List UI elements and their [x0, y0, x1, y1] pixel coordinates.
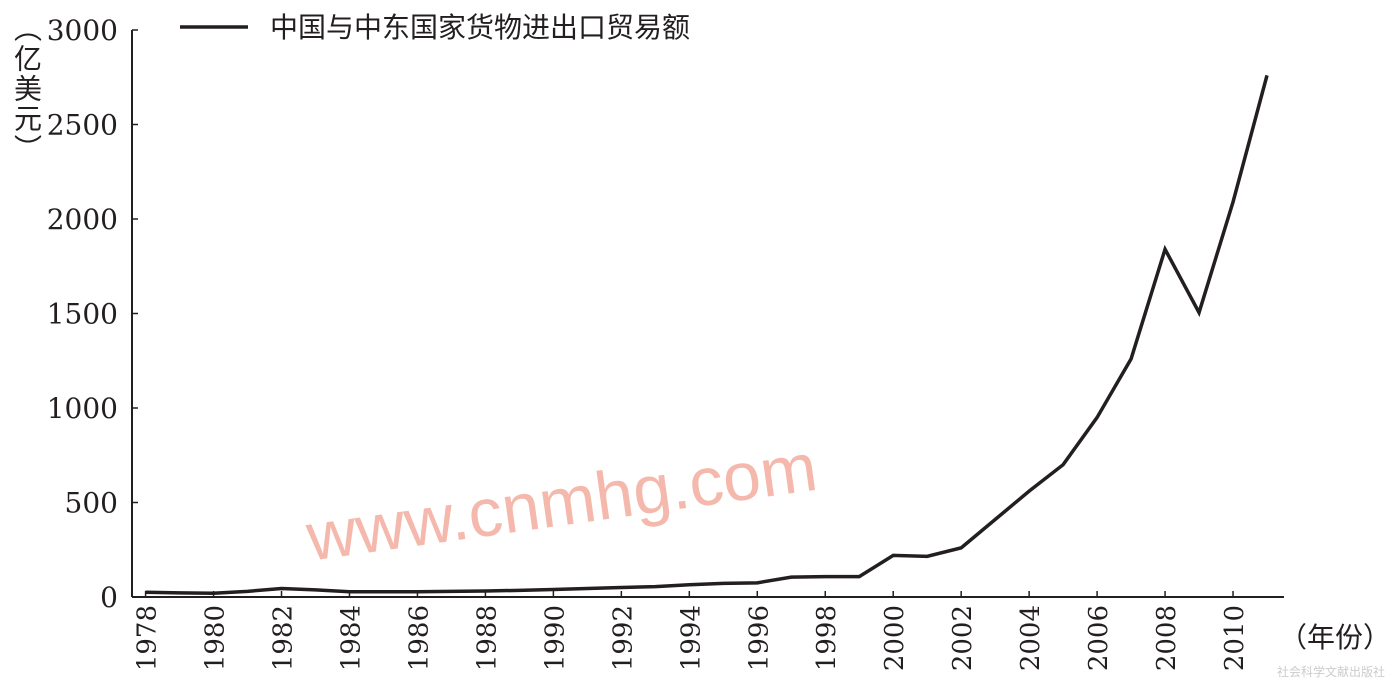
watermark: www.cnmhg.com — [301, 429, 821, 576]
y-tick-label: 2500 — [47, 109, 118, 142]
y-tick-label: 2000 — [47, 203, 118, 236]
x-tick-label: 1998 — [812, 605, 842, 671]
x-tick-label: 1986 — [404, 605, 434, 671]
x-axis-label: （年份） — [1279, 621, 1391, 654]
x-tick-label: 2010 — [1220, 605, 1250, 671]
x-tick-label: 1992 — [608, 605, 638, 671]
x-tick-label: 1990 — [540, 605, 570, 671]
x-tick-label: 1988 — [472, 605, 502, 671]
x-tick-label: 1982 — [269, 605, 299, 671]
y-tick-label: 3000 — [47, 14, 118, 47]
x-tick-label: 1994 — [676, 605, 706, 671]
source: 社会科学文献出版社 — [1277, 664, 1385, 679]
x-tick-label: 1984 — [336, 605, 366, 671]
x-tick-label: 2008 — [1152, 605, 1182, 671]
data-line — [145, 74, 1269, 595]
x-tick-label: 2000 — [880, 605, 910, 671]
y-tick-label: 500 — [65, 487, 118, 520]
x-tick-label: 1996 — [744, 605, 774, 671]
x-tick-label: 2006 — [1084, 605, 1114, 671]
y-tick-label: 1000 — [47, 392, 118, 425]
y-tick-label: 1500 — [47, 298, 118, 331]
x-tick-label: 1978 — [133, 605, 163, 671]
x-tick-label: 1980 — [201, 605, 231, 671]
x-tick-label: 2004 — [1016, 605, 1046, 671]
y-axis-label: （亿美元） — [10, 14, 43, 164]
y-tick-label: 0 — [100, 581, 118, 614]
x-tick-label: 2002 — [948, 605, 978, 671]
legend-label: 中国与中东国家货物进出口贸易额 — [270, 11, 690, 44]
